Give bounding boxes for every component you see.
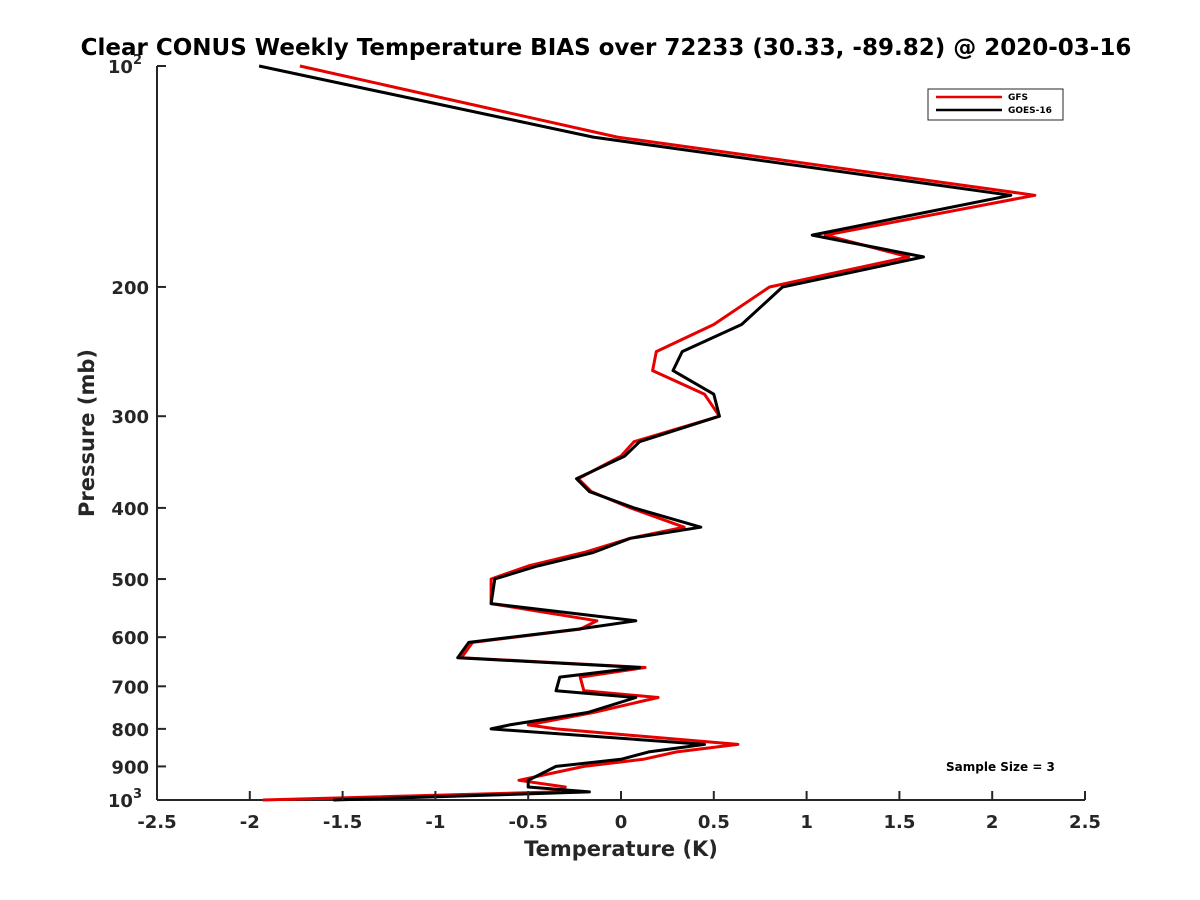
y-axis-label: Pressure (mb) [75, 349, 99, 517]
x-tick-label: -2.5 [137, 812, 176, 833]
plot-area: -2.5 -2 -1.5 -1 -0.5 0 0.5 1 1.5 2 2.5 102 200 300 40… [108, 53, 1101, 833]
legend-label-gfs: GFS [1008, 93, 1028, 103]
series-lines [258, 64, 1037, 802]
x-tick-label: -0.5 [509, 812, 548, 833]
legend-box [927, 88, 1064, 121]
x-tick-label: 1 [800, 812, 813, 833]
y-tick-label: 900 [111, 757, 149, 778]
x-tick-label: 0 [615, 812, 628, 833]
y-tick-label: 700 [111, 677, 149, 698]
x-tick-label: 1.5 [883, 812, 915, 833]
legend-label-goes16: GOES-16 [1008, 106, 1052, 116]
y-tick-label: 300 [111, 407, 149, 428]
x-tick-label: 0.5 [698, 812, 730, 833]
x-axis-ticks: -2.5 -2 -1.5 -1 -0.5 0 0.5 1 1.5 2 2.5 [137, 791, 1101, 833]
x-tick-label: -1.5 [323, 812, 362, 833]
y-axis-ticks: 102 200 300 400 500 600 700 800 900 103 [108, 53, 166, 812]
x-axis-label: Temperature (K) [524, 837, 718, 861]
y-tick-label: 103 [108, 787, 142, 812]
series-line-goes-16 [258, 64, 1013, 802]
chart-title: Clear CONUS Weekly Temperature BIAS over… [81, 35, 1132, 61]
x-tick-label: -2 [240, 812, 260, 833]
series-line-gfs [262, 64, 1037, 802]
legend: GFS GOES-16 [927, 88, 1064, 121]
y-tick-label: 800 [111, 720, 149, 741]
x-tick-label: 2 [986, 812, 999, 833]
x-tick-label: 2.5 [1069, 812, 1101, 833]
sample-size-annotation: Sample Size = 3 [946, 760, 1055, 774]
y-tick-label: 600 [111, 628, 149, 649]
y-tick-label: 200 [111, 278, 149, 299]
y-tick-label: 500 [111, 570, 149, 591]
y-tick-label: 400 [111, 499, 149, 520]
x-tick-label: -1 [425, 812, 445, 833]
y-tick-label: 102 [108, 53, 142, 78]
